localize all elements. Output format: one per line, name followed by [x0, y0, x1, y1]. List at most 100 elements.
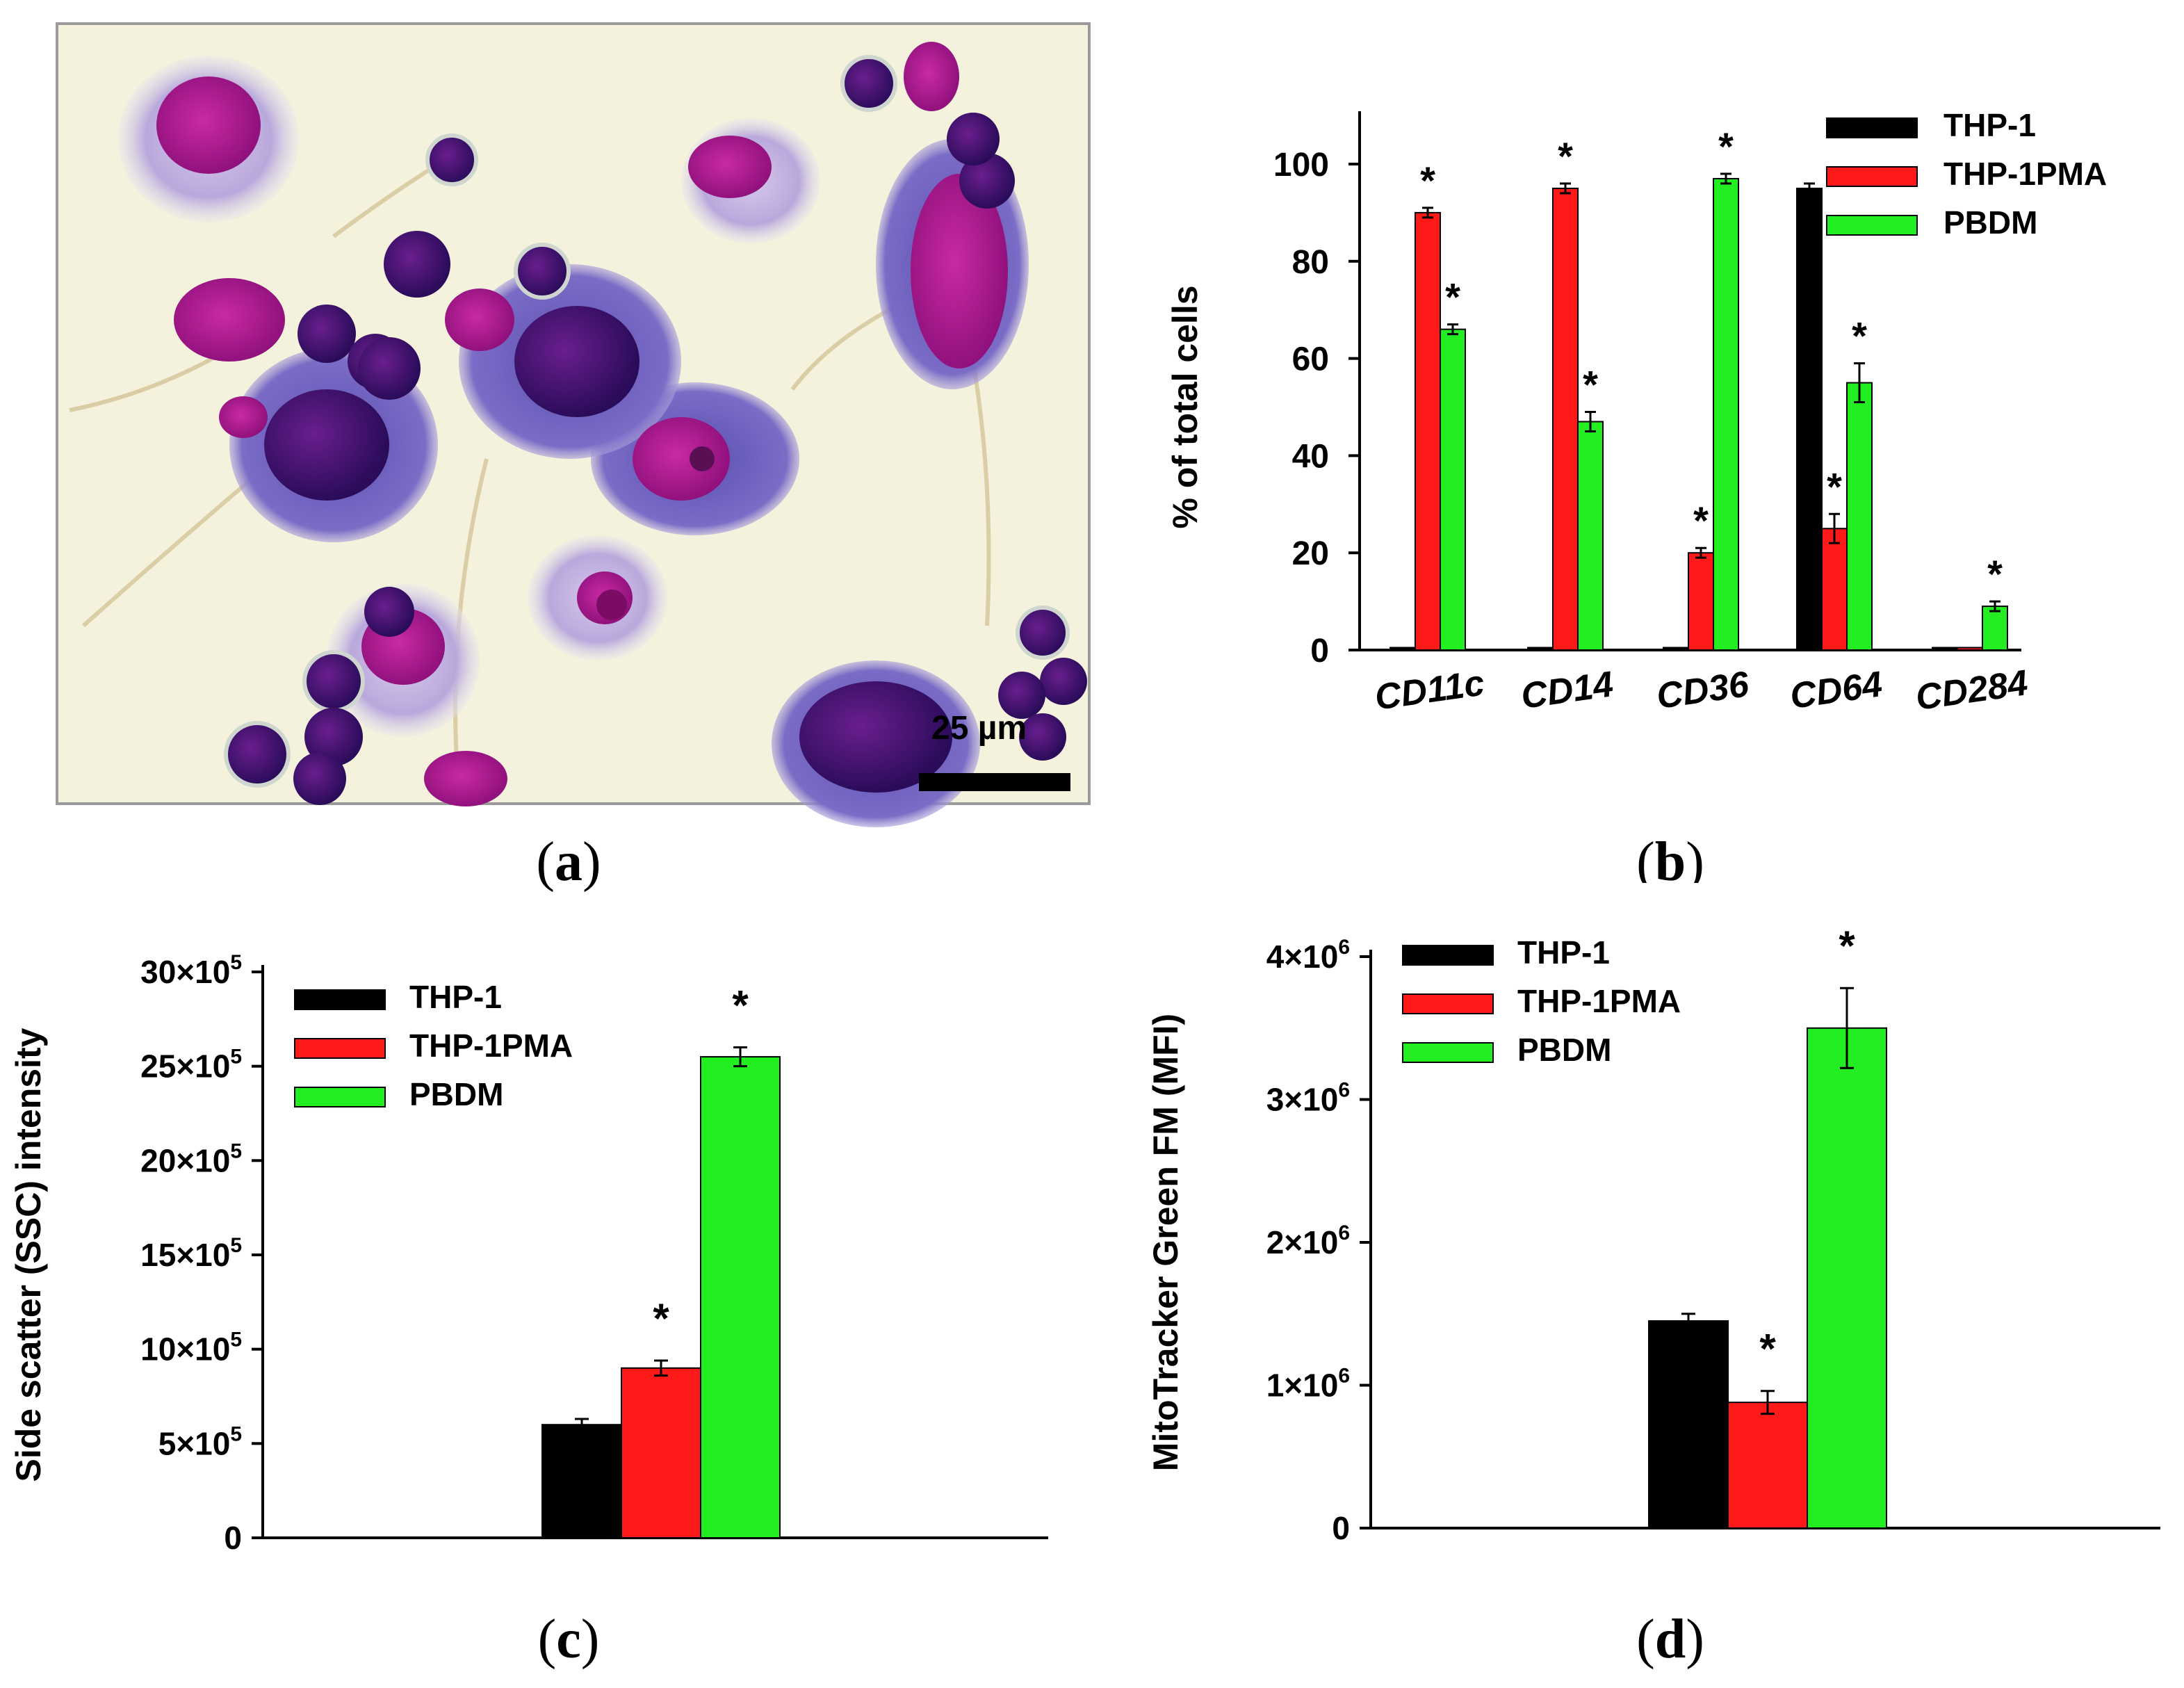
- legend-swatch-thp-1: [1402, 945, 1494, 966]
- y-tick-exponent: 6: [1338, 936, 1350, 959]
- legend-label: THP-1: [409, 979, 502, 1015]
- bar-thp-1pma: [1727, 1402, 1808, 1529]
- y-tick-label: 40: [1292, 438, 1329, 475]
- y-tick-exponent: 6: [1338, 1222, 1350, 1244]
- legend-label: PBDM: [1517, 1032, 1611, 1068]
- significance-star: *: [732, 982, 749, 1029]
- scale-bar: [919, 773, 1070, 791]
- legend-label: THP-1PMA: [1517, 983, 1681, 1019]
- bar-cd11c-pbdm: [1440, 328, 1466, 651]
- legend-swatch-pbdm: [1826, 215, 1918, 236]
- bar-cd36-thp-1: [1663, 647, 1689, 651]
- bar-cd11c-thp-1: [1390, 647, 1416, 651]
- bar-cd64-thp-1pma: [1821, 528, 1848, 651]
- y-tick-label: 1×106: [1266, 1365, 1350, 1404]
- significance-star: *: [1852, 314, 1867, 358]
- panel-label-letter: b: [1655, 831, 1686, 883]
- panel-label-c: (c): [538, 1609, 600, 1670]
- bar-pbdm: [1807, 1027, 1887, 1529]
- x-tick-label: CD64: [1788, 664, 1885, 717]
- significance-star: *: [1558, 134, 1573, 178]
- y-tick-label: 60: [1292, 341, 1329, 378]
- x-tick-label: CD11c: [1372, 663, 1487, 717]
- y-axis-title: MitoTracker Green FM (MFI): [1146, 1014, 1185, 1471]
- legend-label: THP-1: [1943, 107, 2036, 143]
- y-tick-label: 80: [1292, 244, 1329, 281]
- significance-star: *: [1718, 124, 1734, 168]
- legend-label: PBDM: [409, 1076, 503, 1112]
- x-tick-label: CD36: [1654, 664, 1752, 717]
- panel-label-d: (d): [1636, 1609, 1704, 1670]
- y-tick-label: 0: [224, 1520, 242, 1556]
- significance-star: *: [1987, 552, 2003, 596]
- significance-star: *: [1839, 923, 1855, 969]
- bar-cd284-thp-1pma: [1957, 647, 1983, 651]
- significance-star: *: [1445, 275, 1460, 319]
- bar-cd14-thp-1pma: [1552, 187, 1579, 651]
- y-tick-label: 0: [1310, 633, 1329, 669]
- significance-star: *: [1827, 464, 1842, 508]
- y-tick-label: 25×105: [140, 1046, 242, 1085]
- x-tick-label: CD14: [1519, 664, 1616, 717]
- y-tick-label: 3×106: [1266, 1079, 1350, 1118]
- y-tick-exponent: 6: [1338, 1365, 1350, 1388]
- bar-cd11c-thp-1pma: [1415, 211, 1441, 651]
- bar-thp-1: [1648, 1320, 1729, 1529]
- significance-star: *: [1583, 362, 1598, 406]
- legend-label: THP-1: [1517, 934, 1610, 971]
- bar-cd36-pbdm: [1713, 177, 1739, 651]
- y-tick-exponent: 5: [230, 1329, 242, 1352]
- bar-cd14-pbdm: [1577, 421, 1604, 651]
- y-tick-label: 30×105: [140, 951, 242, 990]
- y-tick-label: 20: [1292, 535, 1329, 572]
- y-tick-exponent: 5: [230, 1139, 242, 1162]
- chart-b-cd-marker-expression: 0 20 40 60 80 100 % of total cells CD11c CD14 CD3…: [1166, 107, 2107, 883]
- y-tick-exponent: 6: [1338, 1079, 1350, 1102]
- bar-cd64-thp-1: [1796, 187, 1823, 651]
- bar-thp-1: [541, 1424, 622, 1539]
- significance-star: *: [1759, 1326, 1776, 1372]
- legend-swatch-thp-1pma: [1826, 166, 1918, 187]
- micrograph-image: [56, 22, 1091, 827]
- y-tick-exponent: 5: [230, 951, 242, 974]
- y-axis-title: % of total cells: [1166, 285, 1205, 528]
- y-tick-label: 4×106: [1266, 936, 1350, 975]
- legend-label: THP-1PMA: [409, 1028, 573, 1064]
- bar-thp-1pma: [621, 1367, 701, 1539]
- legend-swatch-thp-1: [1826, 117, 1918, 138]
- bar-cd36-thp-1pma: [1688, 552, 1714, 651]
- significance-star: *: [1693, 498, 1709, 542]
- legend-swatch-thp-1: [294, 989, 386, 1010]
- y-tick-exponent: 5: [230, 1234, 242, 1257]
- bar-cd14-thp-1: [1527, 647, 1554, 651]
- panel-label-letter: c: [556, 1609, 581, 1670]
- y-tick-label: 10×105: [140, 1329, 242, 1368]
- chart-c-side-scatter: 0 5×105 10×105 15×105 20×105 25×105 30×105 Side…: [9, 951, 1048, 1670]
- chart-d-mitotracker: 0 1×106 2×106 3×106 4×106 MitoTracker Green F…: [1146, 923, 2160, 1670]
- y-axis-title: Side scatter (SSC) intensity: [9, 1028, 48, 1482]
- y-tick-label: 0: [1332, 1510, 1350, 1546]
- x-tick-label: CD284: [1913, 663, 2030, 718]
- y-tick-label: 5×105: [158, 1422, 242, 1461]
- legend-swatch-thp-1pma: [1402, 993, 1494, 1014]
- y-tick-label: 15×105: [140, 1234, 242, 1273]
- bar-cd284-pbdm: [1982, 606, 2008, 651]
- legend-swatch-thp-1pma: [294, 1038, 386, 1059]
- bar-pbdm: [700, 1056, 781, 1539]
- panel-label-b: (b): [1636, 831, 1704, 883]
- y-tick-label: 2×106: [1266, 1222, 1350, 1260]
- legend-swatch-pbdm: [1402, 1042, 1494, 1063]
- legend-label: PBDM: [1943, 204, 2037, 241]
- legend-label: THP-1PMA: [1943, 156, 2107, 192]
- significance-star: *: [653, 1295, 669, 1342]
- scale-bar-label: 25 µm: [931, 710, 1027, 747]
- y-tick-exponent: 5: [230, 1046, 242, 1069]
- bar-cd284-thp-1: [1932, 647, 1958, 651]
- y-tick-label: 100: [1273, 147, 1329, 184]
- bar-cd64-pbdm: [1846, 382, 1873, 651]
- legend-swatch-pbdm: [294, 1087, 386, 1107]
- panel-label-letter: d: [1655, 1609, 1686, 1670]
- y-tick-label: 20×105: [140, 1139, 242, 1178]
- y-tick-exponent: 5: [230, 1422, 242, 1445]
- significance-star: *: [1420, 159, 1435, 202]
